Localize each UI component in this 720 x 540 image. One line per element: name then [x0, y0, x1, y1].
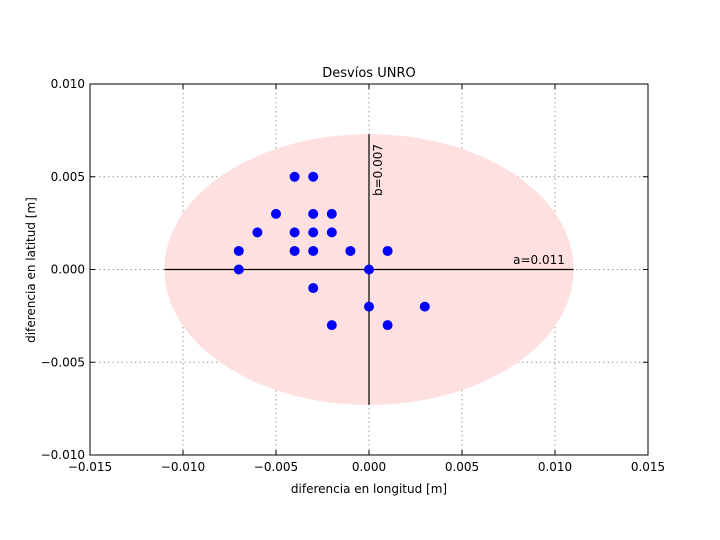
semi-major-axis-label: a=0.011 — [513, 253, 565, 267]
data-point — [327, 320, 337, 330]
y-tick-label: 0.010 — [51, 77, 85, 91]
data-point — [308, 283, 318, 293]
y-tick-label: 0.005 — [51, 170, 85, 184]
data-point — [234, 265, 244, 275]
data-point — [364, 265, 374, 275]
y-tick-label: −0.005 — [41, 355, 85, 369]
chart-title: Desvíos UNRO — [322, 66, 415, 81]
data-point — [420, 302, 430, 312]
x-tick-label: 0.005 — [445, 460, 479, 474]
data-point — [308, 246, 318, 256]
data-point — [308, 209, 318, 219]
y-tick-label: 0.000 — [51, 263, 85, 277]
data-point — [271, 209, 281, 219]
x-tick-label: 0.000 — [352, 460, 386, 474]
data-point — [290, 172, 300, 182]
data-point — [308, 227, 318, 237]
x-tick-label: 0.015 — [631, 460, 665, 474]
data-point — [290, 246, 300, 256]
data-point — [234, 246, 244, 256]
y-tick-label: −0.010 — [41, 448, 85, 462]
data-point — [290, 227, 300, 237]
x-tick-label: −0.010 — [161, 460, 205, 474]
y-axis-label: diferencia en latitud [m] — [24, 197, 38, 343]
data-point — [345, 246, 355, 256]
x-tick-label: −0.015 — [68, 460, 112, 474]
x-tick-label: −0.005 — [254, 460, 298, 474]
x-tick-label: 0.010 — [538, 460, 572, 474]
data-point — [252, 227, 262, 237]
data-point — [327, 227, 337, 237]
semi-minor-axis-label: b=0.007 — [371, 144, 385, 196]
data-point — [308, 172, 318, 182]
x-axis-label: diferencia en longitud [m] — [291, 482, 447, 496]
data-point — [383, 246, 393, 256]
data-point — [364, 302, 374, 312]
data-point — [327, 209, 337, 219]
data-point — [383, 320, 393, 330]
